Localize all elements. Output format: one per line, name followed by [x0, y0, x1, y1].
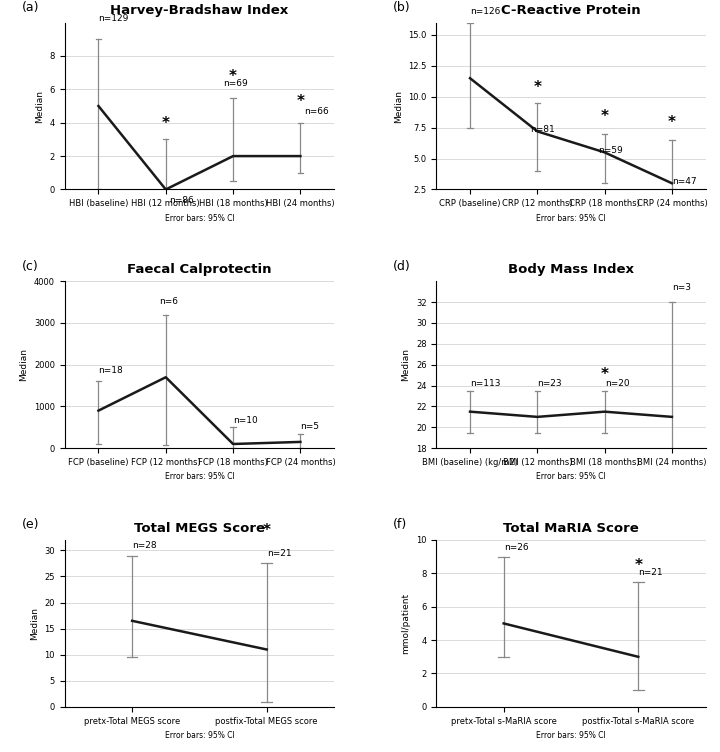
Title: Total MEGS Score: Total MEGS Score [134, 522, 265, 535]
X-axis label: Error bars: 95% CI: Error bars: 95% CI [536, 472, 606, 481]
Text: *: * [634, 558, 642, 573]
Text: *: * [600, 109, 608, 124]
Text: (e): (e) [22, 518, 39, 531]
Text: *: * [263, 523, 271, 538]
Text: (a): (a) [22, 1, 39, 14]
Text: n=66: n=66 [304, 107, 328, 116]
Text: n=47: n=47 [672, 177, 696, 186]
X-axis label: Error bars: 95% CI: Error bars: 95% CI [165, 731, 234, 740]
Text: n=59: n=59 [598, 146, 623, 155]
Text: *: * [297, 94, 305, 109]
X-axis label: Error bars: 95% CI: Error bars: 95% CI [536, 731, 606, 740]
Text: n=21: n=21 [639, 568, 663, 577]
Y-axis label: Median: Median [35, 89, 44, 123]
X-axis label: Error bars: 95% CI: Error bars: 95% CI [165, 472, 234, 481]
Text: n=23: n=23 [537, 379, 562, 388]
Text: n=6: n=6 [159, 297, 178, 306]
X-axis label: Error bars: 95% CI: Error bars: 95% CI [165, 214, 234, 223]
Y-axis label: Median: Median [402, 348, 410, 381]
Text: *: * [600, 368, 608, 383]
Text: n=86: n=86 [169, 196, 194, 205]
Y-axis label: Median: Median [30, 607, 39, 640]
Text: n=81: n=81 [531, 125, 555, 134]
Text: n=3: n=3 [672, 283, 691, 292]
Text: n=26: n=26 [504, 543, 528, 552]
Text: n=129: n=129 [99, 14, 129, 23]
Title: Total MaRIA Score: Total MaRIA Score [503, 522, 639, 535]
Text: n=21: n=21 [266, 549, 292, 558]
Text: (f): (f) [393, 518, 408, 531]
Text: n=18: n=18 [99, 366, 123, 375]
Title: Faecal Calprotectin: Faecal Calprotectin [127, 263, 271, 276]
Text: n=10: n=10 [233, 416, 258, 425]
Text: n=69: n=69 [223, 79, 248, 88]
Text: *: * [668, 115, 676, 130]
Title: Body Mass Index: Body Mass Index [508, 263, 634, 276]
Text: n=5: n=5 [300, 423, 320, 432]
X-axis label: Error bars: 95% CI: Error bars: 95% CI [536, 214, 606, 223]
Text: *: * [229, 69, 237, 84]
Text: *: * [162, 116, 170, 131]
Text: (b): (b) [393, 1, 411, 14]
Text: (c): (c) [22, 259, 38, 272]
Text: (d): (d) [393, 259, 411, 272]
Y-axis label: Median: Median [394, 89, 402, 123]
Text: *: * [534, 80, 541, 95]
Title: C-Reactive Protein: C-Reactive Protein [501, 5, 641, 17]
Text: n=28: n=28 [132, 541, 157, 550]
Title: Harvey-Bradshaw Index: Harvey-Bradshaw Index [110, 5, 289, 17]
Y-axis label: Median: Median [19, 348, 28, 381]
Text: n=20: n=20 [605, 379, 629, 388]
Text: n=113: n=113 [470, 379, 500, 388]
Text: n=126: n=126 [470, 8, 500, 17]
Y-axis label: mmol/patient: mmol/patient [402, 593, 410, 654]
